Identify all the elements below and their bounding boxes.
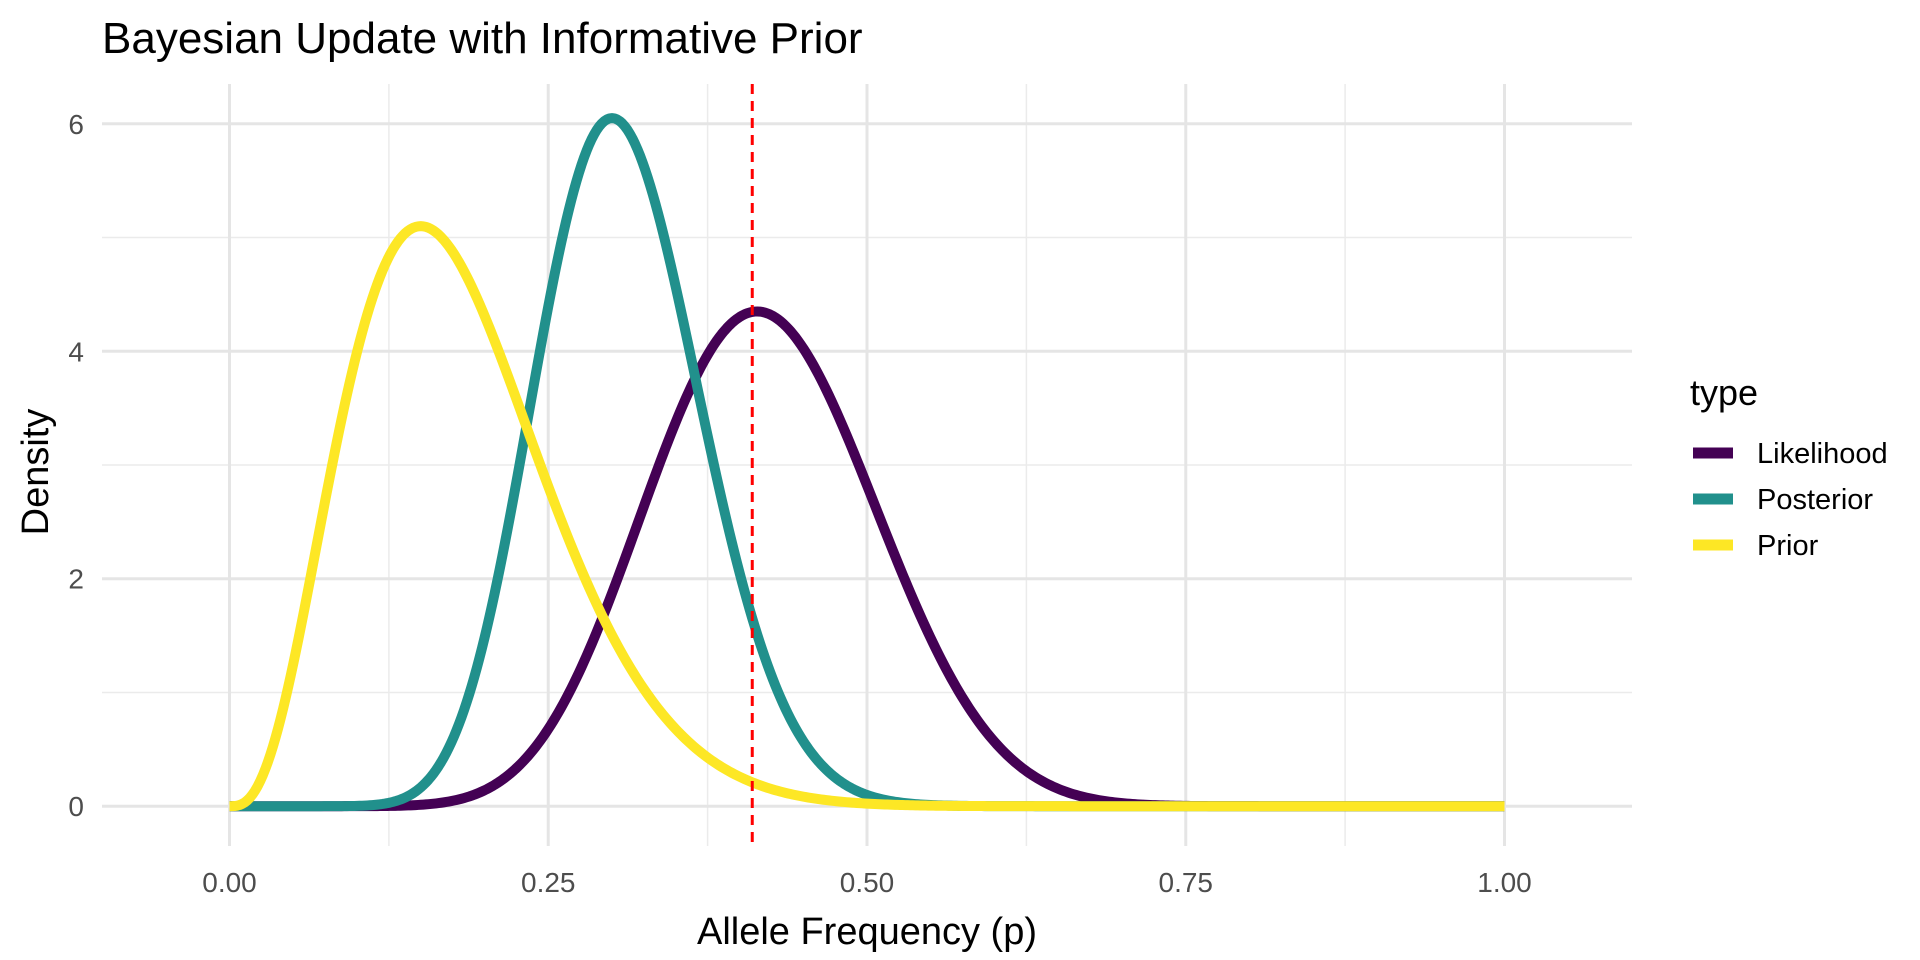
x-tick-label: 0.50 [840,867,895,898]
legend-label-likelihood: Likelihood [1757,438,1888,470]
y-tick-label: 6 [68,109,84,140]
y-axis-ticks: 0 2 4 6 [68,109,84,822]
legend-label-prior: Prior [1757,530,1819,562]
chart-title: Bayesian Update with Informative Prior [102,14,863,63]
y-tick-label: 2 [68,564,84,595]
series-line-prior [227,221,1507,812]
legend-title: type [1690,372,1758,413]
x-tick-label: 0.00 [202,867,257,898]
series-lines [227,113,1507,812]
x-axis-title: Allele Frequency (p) [697,911,1037,953]
y-tick-label: 4 [68,336,84,367]
x-axis-ticks: 0.00 0.25 0.50 0.75 1.00 [202,867,1532,898]
y-tick-label: 0 [68,791,84,822]
x-tick-label: 0.25 [521,867,576,898]
legend: type Likelihood Posterior Prior [1690,372,1888,562]
legend-label-posterior: Posterior [1757,484,1873,516]
y-axis-title: Density [15,409,57,536]
x-tick-label: 1.00 [1477,867,1532,898]
x-tick-label: 0.75 [1159,867,1214,898]
